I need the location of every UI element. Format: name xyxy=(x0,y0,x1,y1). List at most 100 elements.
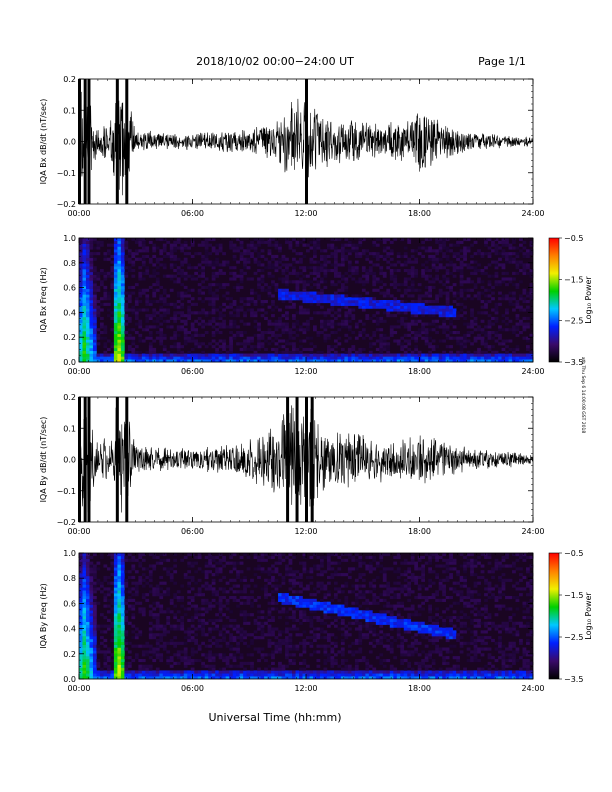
spectrogram-cell xyxy=(166,650,171,654)
spectrogram-cell xyxy=(459,240,464,244)
spectrogram-cell xyxy=(141,249,146,253)
spectrogram-cell xyxy=(190,595,195,600)
spectrogram-cell xyxy=(82,564,87,568)
spectrogram-cell xyxy=(131,336,136,340)
spectrogram-cell xyxy=(414,257,419,261)
spectrogram-cell xyxy=(477,356,481,360)
spectrogram-cell xyxy=(229,240,233,244)
spectrogram-cell xyxy=(309,257,314,261)
spectrogram-cell xyxy=(501,319,506,323)
spectrogram-cell xyxy=(302,269,307,273)
spectrogram-cell xyxy=(197,553,202,557)
spectrogram-cell xyxy=(267,342,272,346)
spectrogram-cell xyxy=(180,302,185,306)
spectrogram-cell xyxy=(110,658,115,663)
spectrogram-cell xyxy=(148,240,153,244)
spectrogram-cell xyxy=(435,294,440,298)
spectrogram-cell xyxy=(515,246,520,250)
spectrogram-cell xyxy=(330,308,335,312)
spectrogram-cell xyxy=(145,359,150,363)
spectrogram-cell xyxy=(344,238,349,242)
spectrogram-cell xyxy=(484,238,488,242)
spectrogram-cell xyxy=(79,263,83,267)
spectrogram-cell xyxy=(271,627,275,631)
spectrogram-cell xyxy=(79,266,83,270)
spectrogram-cell xyxy=(403,260,408,264)
spectrogram-cell xyxy=(190,561,195,565)
spectrogram-cell xyxy=(260,553,265,557)
spectrogram-cell xyxy=(519,263,523,267)
spectrogram-cell xyxy=(470,319,474,323)
spectrogram-cell xyxy=(201,676,206,680)
spectrogram-cell xyxy=(403,252,408,256)
spectrogram-cell xyxy=(386,254,391,259)
spectrogram-cell xyxy=(529,283,534,287)
spectrogram-cell xyxy=(225,598,230,602)
spectrogram-cell xyxy=(274,319,279,323)
spectrogram-cell xyxy=(361,356,366,360)
spectrogram-cell xyxy=(278,633,282,637)
spectrogram-cell xyxy=(326,294,331,298)
spectrogram-cell xyxy=(424,246,429,250)
spectrogram-cell xyxy=(494,283,499,287)
spectrogram-cell xyxy=(92,347,97,352)
spectrogram-cell xyxy=(176,673,181,677)
spectrogram-cell xyxy=(92,266,97,270)
spectrogram-cell xyxy=(361,328,366,332)
spectrogram-cell xyxy=(225,630,230,634)
spectrogram-cell xyxy=(470,322,474,326)
spectrogram-cell xyxy=(183,647,188,651)
spectrogram-cell xyxy=(106,610,111,614)
spectrogram-cell xyxy=(309,240,314,244)
spectrogram-cell xyxy=(120,336,125,340)
spectrogram-cell xyxy=(508,328,513,332)
spectrogram-cell xyxy=(382,271,387,275)
spectrogram-cell xyxy=(159,656,164,660)
spectrogram-cell xyxy=(138,670,143,674)
spectrogram-cell xyxy=(113,673,118,677)
spectrogram-cell xyxy=(120,610,125,614)
spectrogram-cell xyxy=(187,311,192,315)
spectrogram-cell xyxy=(449,308,453,312)
spectrogram-cell xyxy=(264,257,268,261)
spectrogram-cell xyxy=(82,621,87,625)
spectrogram-cell xyxy=(106,567,111,571)
spectrogram-cell xyxy=(505,294,509,298)
spectrogram-cell xyxy=(176,627,181,631)
spectrogram-cell xyxy=(124,578,129,582)
spectrogram-cell xyxy=(351,316,356,321)
spectrogram-cell xyxy=(512,271,516,275)
spectrogram-cell xyxy=(407,305,412,309)
spectrogram-cell xyxy=(113,246,118,250)
spectrogram-cell xyxy=(197,567,202,571)
spectrogram-cell xyxy=(218,610,223,614)
saturated-segment xyxy=(286,397,290,522)
spectrogram-cell xyxy=(288,297,293,301)
spectrogram-cell xyxy=(340,300,345,304)
spectrogram-cell xyxy=(218,644,223,648)
spectrogram-cell xyxy=(271,656,275,660)
spectrogram-cell xyxy=(85,641,90,645)
spectrogram-cell xyxy=(232,359,237,363)
spectrogram-cell xyxy=(85,647,90,651)
spectrogram-cell xyxy=(442,350,446,354)
spectrogram-cell xyxy=(302,331,307,335)
spectrogram-cell xyxy=(393,353,398,357)
spectrogram-cell xyxy=(145,269,150,273)
spectrogram-cell xyxy=(187,633,192,637)
spectrogram-cell xyxy=(424,260,429,264)
spectrogram-cell xyxy=(340,252,345,256)
spectrogram-cell xyxy=(267,249,272,253)
spectrogram-cell xyxy=(218,630,223,634)
spectrogram-cell xyxy=(403,345,408,349)
spectrogram-cell xyxy=(271,641,275,645)
spectrogram-cell xyxy=(229,347,233,352)
spectrogram-cell xyxy=(501,297,506,301)
spectrogram-cell xyxy=(155,656,160,660)
spectrogram-cell xyxy=(134,676,139,680)
spectrogram-cell xyxy=(337,308,342,312)
spectrogram-cell xyxy=(470,359,474,363)
spectrogram-cell xyxy=(176,325,181,329)
spectrogram-cell xyxy=(145,314,150,318)
spectrogram-cell xyxy=(106,297,111,301)
